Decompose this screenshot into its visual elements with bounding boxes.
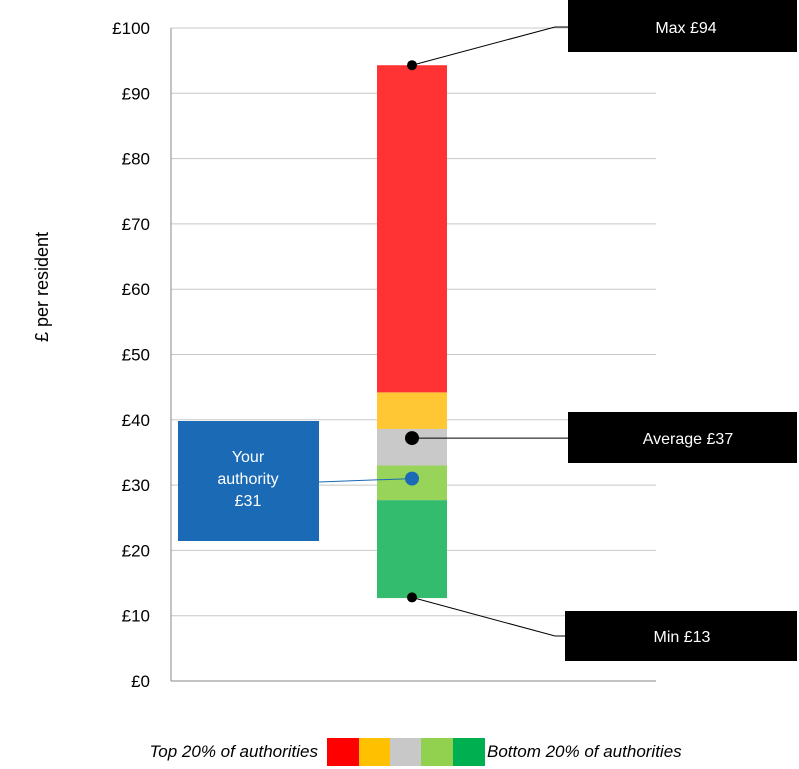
average-callout-box [568,412,797,463]
legend-swatch [359,738,390,766]
legend-swatch [327,738,359,766]
your-authority-dot [405,471,419,486]
min-dot [407,592,417,603]
max-leader-line [411,26,556,66]
your-authority-label: £31 [235,493,262,510]
y-tick-label: £100 [112,19,150,38]
range-band [377,500,447,599]
y-tick-label: £0 [131,672,150,691]
y-tick-label: £80 [122,150,150,169]
max-dot [407,60,417,71]
max-callout-label: Max £94 [655,20,716,37]
markers: Max £94 Average £37 Min £13 Your authority £3… [178,0,797,661]
y-tick-label: £30 [122,476,150,495]
your-authority-label: Your [232,449,265,466]
your-authority-label: authority [217,471,278,488]
legend-swatch [453,738,485,766]
legend-swatch [390,738,421,766]
your-authority-leader-line [318,478,413,483]
min-callout-box [565,611,797,661]
range-band [377,65,447,393]
your-authority-callout-box [178,421,319,541]
y-tick-labels: £0 £10 £20 £30 £40 £50 £60 £70 £80 £90 £100 [112,19,150,691]
range-bar [377,65,447,599]
y-tick-label: £70 [122,215,150,234]
average-dot [405,431,419,446]
y-tick-label: £90 [122,84,150,103]
y-tick-label: £10 [122,607,150,626]
legend-left-text: Top 20% of authorities [149,742,318,761]
legend-right-text: Bottom 20% of authorities [487,742,682,761]
y-tick-label: £20 [122,541,150,560]
legend: Top 20% of authorities Bottom 20% of auth… [149,738,682,766]
min-leader-line [411,596,556,637]
y-tick-label: £60 [122,280,150,299]
y-tick-label: £50 [122,346,150,365]
legend-swatch [421,738,453,766]
y-axis-label: £ per resident [32,232,52,342]
average-callout-label: Average £37 [643,431,734,448]
y-tick-label: £40 [122,411,150,430]
range-band [377,392,447,429]
max-callout-box [568,0,797,52]
min-callout-label: Min £13 [654,629,711,646]
